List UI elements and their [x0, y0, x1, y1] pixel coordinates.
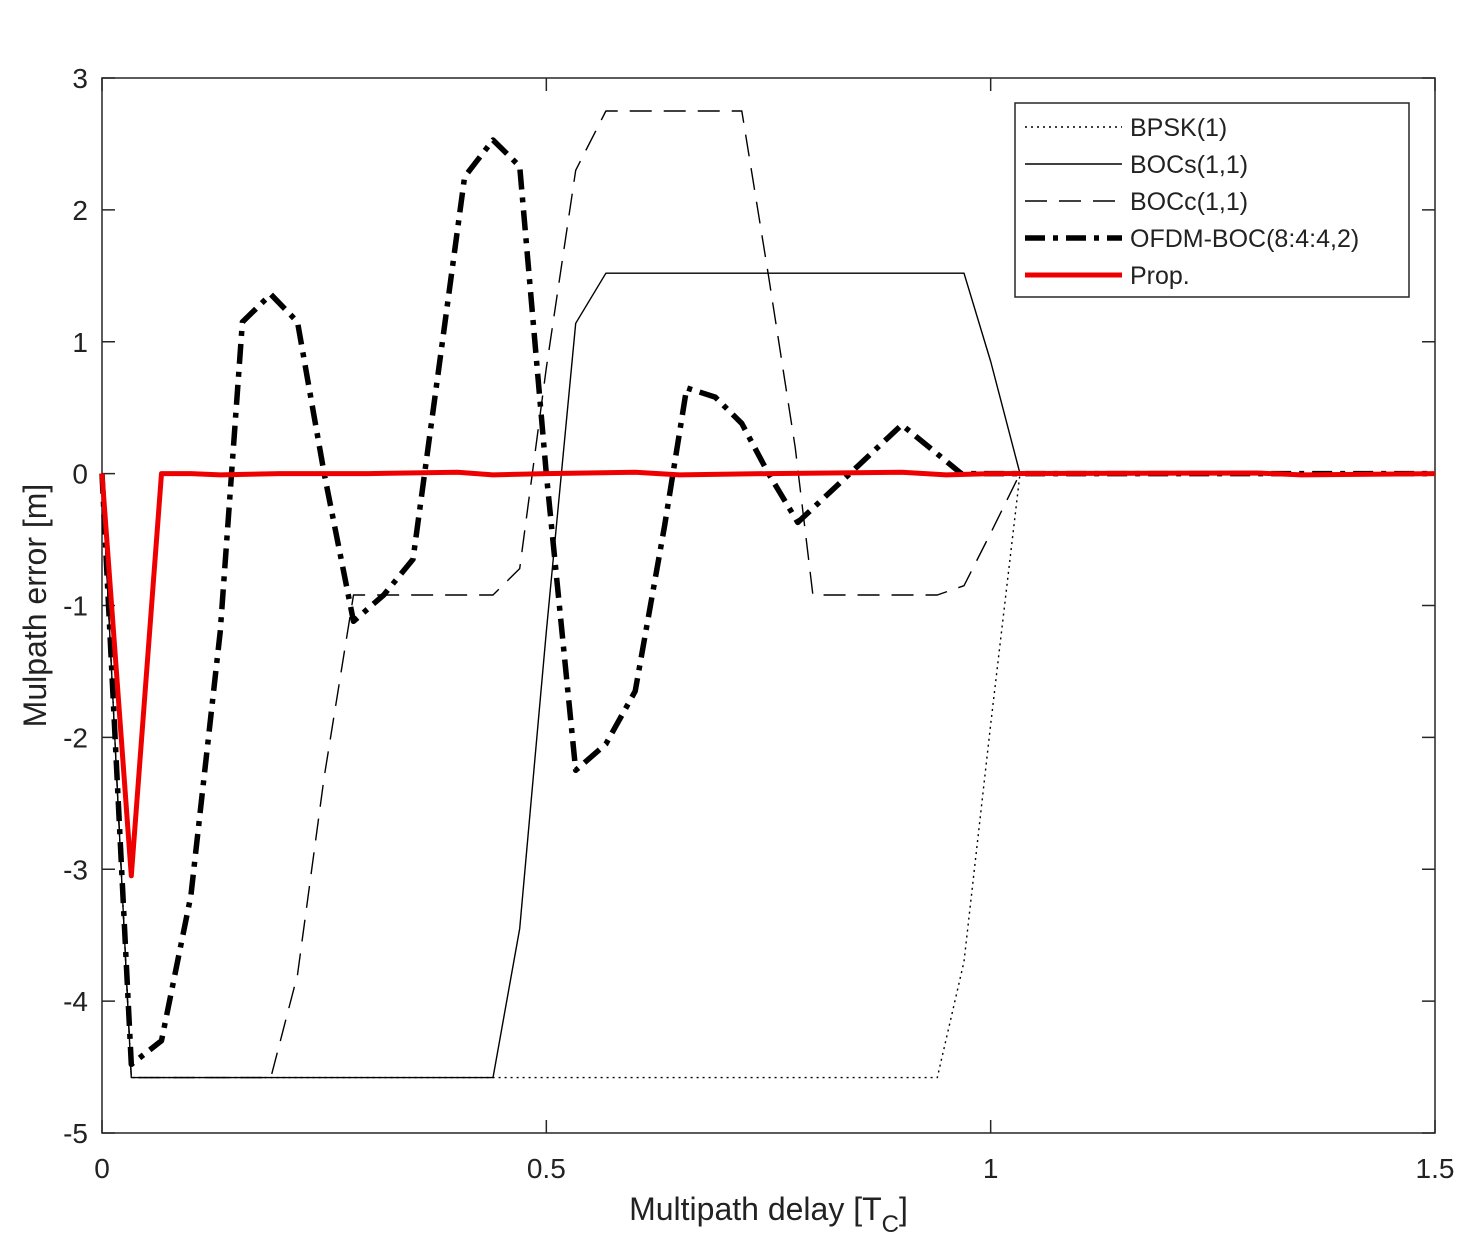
- series-line-ofdm-boc-8-4-4-2: [99, 137, 1435, 1068]
- x-tick-label: 1.5: [1416, 1153, 1455, 1184]
- y-tick-label: -4: [63, 986, 88, 1017]
- axis-ticks: 0 0.5 1 1.5 3 2 1 0 -1 -2 -3 -4 -5: [63, 63, 1454, 1184]
- series-layer: [99, 110, 1436, 1079]
- legend-label-prop: Prop.: [1130, 262, 1190, 290]
- x-axis-label: Multipath delay [TC]: [629, 1191, 908, 1238]
- series-line-bocc-1-1: [101, 110, 1435, 1079]
- series-line-bocs-1-1: [101, 272, 1435, 1079]
- legend-box: [1014, 102, 1410, 298]
- series-line-prop: [99, 469, 1436, 879]
- legend: BPSK(1) BOCs(1,1) BOCc(1,1) OFDM-BOC(8:4:4,…: [1014, 102, 1410, 298]
- y-tick-label: -5: [63, 1118, 88, 1149]
- x-tick-label: 1: [983, 1153, 999, 1184]
- x-axis-label-suffix: ]: [899, 1191, 908, 1227]
- y-tick-label: 2: [72, 195, 88, 226]
- y-tick-label: 0: [72, 459, 88, 490]
- y-tick-label: 1: [72, 327, 88, 358]
- x-tick-label: 0.5: [527, 1153, 566, 1184]
- y-tick-label: -1: [63, 591, 88, 622]
- legend-label-bocc-1-1: BOCc(1,1): [1130, 188, 1248, 216]
- legend-label-bpsk-1: BPSK(1): [1130, 114, 1227, 142]
- y-axis-label: Mulpath error [m]: [17, 484, 53, 728]
- legend-label-bocs-1-1: BOCs(1,1): [1130, 151, 1248, 179]
- x-axis-label-subscript: C: [882, 1211, 899, 1238]
- y-tick-label: -3: [63, 854, 88, 885]
- x-tick-label: 0: [94, 1153, 110, 1184]
- y-tick-label: -2: [63, 722, 88, 753]
- legend-label-ofdm-boc-8-4-4-2: OFDM-BOC(8:4:4,2): [1130, 225, 1359, 253]
- y-tick-label: 3: [72, 63, 88, 94]
